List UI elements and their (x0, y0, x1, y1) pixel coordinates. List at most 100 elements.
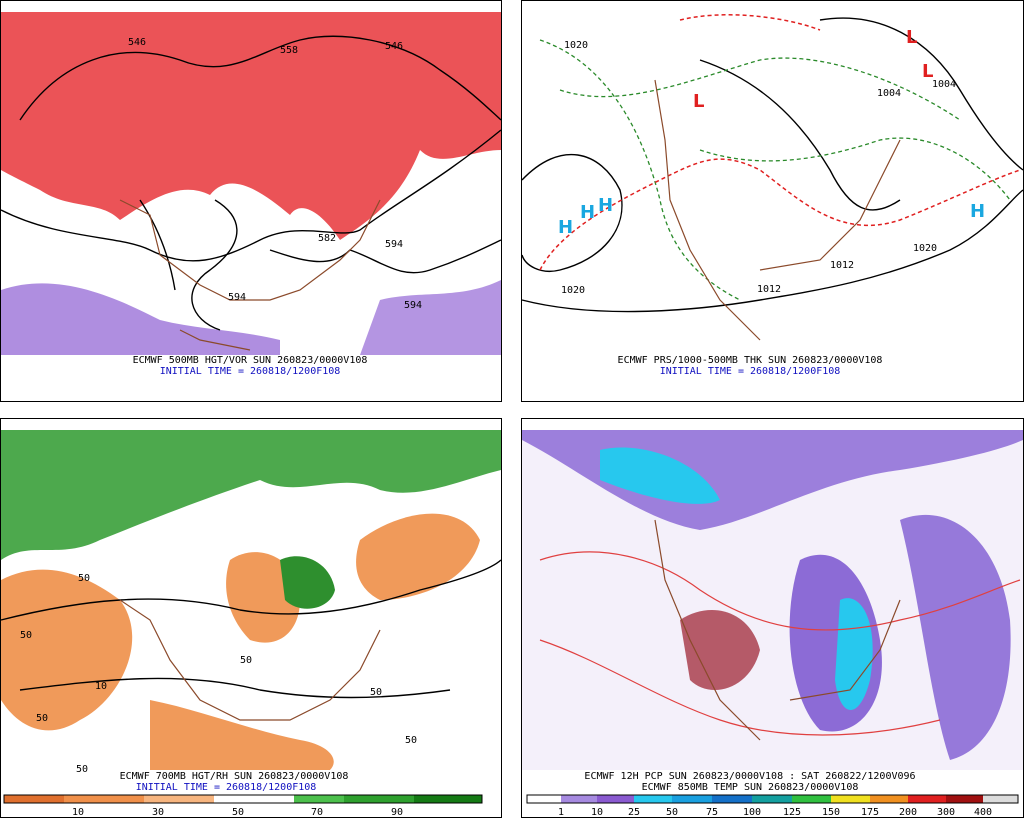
colorbar-segment (983, 795, 1018, 803)
colorbar-label: 30 (152, 807, 164, 818)
temp-contours (680, 610, 760, 690)
colorbar-segment (712, 795, 752, 803)
isobar-label: 1004 (932, 79, 956, 90)
coastline (119, 199, 381, 351)
colorbar: 10 30 50 70 90 (3, 794, 483, 818)
colorbar-segment (4, 795, 64, 803)
colorbar-segment (597, 795, 634, 803)
contour-label: 50 (36, 713, 48, 724)
colorbar-frame (3, 794, 483, 804)
colorbar-segment (561, 795, 597, 803)
contour-label: 50 (405, 735, 417, 746)
colorbar: 1 10 25 50 75 100 125 150 175 200 300 40… (526, 794, 1019, 818)
contour-label: 50 (370, 687, 382, 698)
contour-label: 594 (385, 239, 403, 250)
dry-area (1, 569, 133, 731)
colorbar-label: 125 (783, 807, 801, 818)
colorbar-label: 10 (72, 807, 84, 818)
colorbar-label: 100 (743, 807, 761, 818)
colorbar-segment (294, 795, 344, 803)
isobar (521, 189, 1024, 313)
colorbar-segment (870, 795, 908, 803)
caption: ECMWF 700MB HGT/RH SUN 260823/0000V108 (120, 771, 349, 782)
colorbar-label: 90 (391, 807, 403, 818)
coastline (654, 79, 901, 341)
thickness (539, 39, 1011, 301)
colorbar-frame (526, 794, 1019, 804)
panel-700mb: 50 50 10 50 50 50 50 50 ECMWF 700MB HGT/… (0, 418, 502, 818)
colorbar-label: 300 (937, 807, 955, 818)
caption: ECMWF PRS/1000-500MB THK SUN 260823/0000… (618, 355, 883, 366)
low-center: L (906, 27, 917, 48)
colorbar-segment (634, 795, 672, 803)
colorbar-label: 150 (822, 807, 840, 818)
isobar (819, 17, 1024, 171)
initial-time: INITIAL TIME = 260818/1200F108 (136, 782, 317, 793)
isobar-label: 1012 (830, 260, 854, 271)
contour-label: 50 (20, 630, 32, 641)
thickness-540 (539, 14, 1021, 271)
isobar-label: 1012 (757, 284, 781, 295)
colorbar-segment (414, 795, 482, 803)
isobar-label: 1004 (877, 88, 901, 99)
colorbar-segment (831, 795, 870, 803)
colorbar-segment (792, 795, 831, 803)
contour-label: 582 (318, 233, 336, 244)
colorbar-label: 50 (666, 807, 678, 818)
initial-time: INITIAL TIME = 260818/1200F108 (160, 366, 341, 377)
contour-label: 10 (95, 681, 107, 692)
colorbar-segment (344, 795, 414, 803)
panel-pressure: 1020 1004 1004 1020 1012 1012 1020 H H H… (521, 0, 1024, 402)
contour (0, 129, 502, 262)
high-center: H (558, 217, 573, 238)
contour (19, 35, 502, 121)
precip-area (900, 514, 1011, 760)
colorbar-segment (214, 795, 294, 803)
caption: ECMWF 12H PCP SUN 260823/0000V108 : SAT … (584, 771, 915, 782)
dry-area (226, 552, 300, 643)
colorbar-segment (527, 795, 561, 803)
dry-area (150, 700, 334, 770)
contour-label: 50 (78, 573, 90, 584)
map-area (522, 430, 1023, 770)
colorbar-segment (64, 795, 144, 803)
colorbar-label: 1 (558, 807, 564, 818)
contour (269, 239, 502, 274)
initial-time: INITIAL TIME = 260818/1200F108 (660, 366, 841, 377)
colorbar-label: 400 (974, 807, 992, 818)
low-center: L (922, 61, 933, 82)
colorbar-segment (752, 795, 792, 803)
colorbar-label: 175 (861, 807, 879, 818)
high-center: H (970, 201, 985, 222)
isobar-label: 1020 (561, 285, 585, 296)
coastline (654, 519, 901, 741)
contour-label: 594 (228, 292, 246, 303)
colorbar-segment (144, 795, 214, 803)
isobar-label: 1020 (913, 243, 937, 254)
coastline (119, 599, 381, 721)
humid-area (1, 430, 501, 560)
contour (0, 559, 502, 699)
temp-contour (539, 551, 1021, 736)
vorticity-min (360, 280, 501, 355)
colorbar-label: 25 (628, 807, 640, 818)
dry-area (356, 513, 480, 600)
colorbar-label: 10 (591, 807, 603, 818)
contour-label: 50 (76, 764, 88, 775)
high-center: H (580, 202, 595, 223)
panel-frame (521, 0, 1024, 402)
colorbar-segment (946, 795, 983, 803)
colorbar-segment (908, 795, 946, 803)
low-center: L (693, 91, 704, 112)
isobar (521, 153, 623, 272)
colorbar-label: 200 (899, 807, 917, 818)
colorbar-label: 70 (311, 807, 323, 818)
isobar (699, 59, 901, 211)
contour-label: 558 (280, 45, 298, 56)
vorticity-max (1, 12, 501, 240)
humid-area (280, 556, 335, 609)
vorticity-min (1, 283, 280, 355)
contour-label: 546 (385, 41, 403, 52)
colorbar-label: 75 (706, 807, 718, 818)
